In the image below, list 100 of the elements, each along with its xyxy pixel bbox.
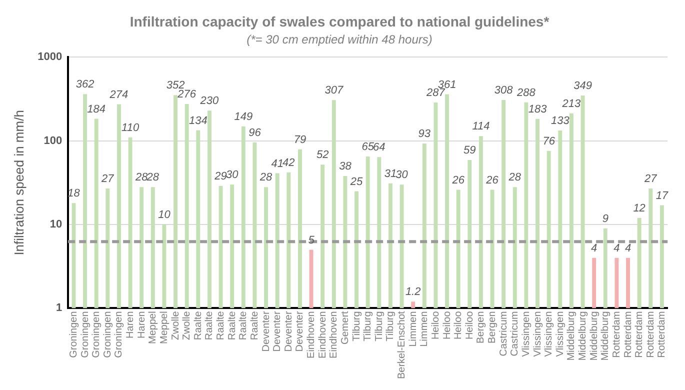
- chart-title: Infiltration capacity of swales compared to national guidelines*: [130, 13, 550, 30]
- data-label: 41: [271, 158, 284, 170]
- x-tick-label: Bergen: [487, 311, 498, 344]
- data-label: 28: [508, 172, 522, 184]
- y-axis-title: Infiltration speed in mm/h: [11, 110, 26, 256]
- x-tick-label: Tilburg: [385, 311, 396, 342]
- x-tick-label: Groningen: [114, 311, 125, 358]
- data-label: 184: [87, 103, 106, 116]
- x-tick-label: Raalte: [216, 310, 227, 340]
- data-label: 59: [464, 144, 476, 157]
- x-tick-label: Zwolle: [170, 310, 182, 340]
- data-label: 183: [528, 103, 548, 116]
- x-tick-label: Meppel: [148, 311, 159, 344]
- x-tick-label: Heiloo: [442, 310, 453, 340]
- chart-subtitle: (*= 30 cm emptied within 48 hours): [246, 32, 432, 46]
- data-label: 133: [550, 115, 570, 128]
- data-label: 17: [656, 190, 669, 202]
- data-label: 29: [214, 170, 227, 182]
- x-tick-label: Bergen: [476, 311, 487, 344]
- data-label: 230: [199, 95, 220, 108]
- data-label: 308: [494, 84, 514, 97]
- x-tick-label: Raalte: [204, 310, 216, 340]
- data-label: 65: [362, 141, 375, 154]
- x-tick-label: Zwolle: [182, 310, 193, 340]
- data-label: 28: [258, 172, 274, 184]
- x-tick-label: Heiloo: [430, 310, 442, 340]
- x-tick-label: Groningen: [102, 311, 114, 358]
- y-tick-label: 10: [50, 218, 62, 231]
- x-tick-label: Deventer: [260, 310, 272, 352]
- x-tick-label: Haren: [125, 311, 136, 338]
- x-tick-label: Groningen: [91, 311, 102, 358]
- data-label: 349: [574, 80, 592, 92]
- data-label: 114: [472, 120, 490, 133]
- x-tick-label: Raalte: [192, 310, 204, 340]
- x-tick-label: Vlissingen: [532, 311, 544, 357]
- x-tick-label: Rotterdam: [656, 311, 668, 358]
- data-label: 93: [418, 128, 432, 140]
- data-label: 274: [108, 88, 128, 101]
- data-label: 31: [384, 168, 397, 180]
- x-tick-label: Castricum: [498, 311, 510, 356]
- x-tick-label: Raalte: [226, 310, 238, 340]
- data-label: 27: [644, 173, 658, 185]
- data-label: 30: [396, 169, 409, 182]
- x-tick-label: Vlissingen: [520, 311, 532, 357]
- x-tick-label: Raalte: [249, 310, 260, 340]
- data-label: 288: [516, 86, 536, 99]
- data-label: 96: [248, 126, 262, 139]
- data-label: 25: [349, 176, 364, 188]
- data-label: 362: [76, 78, 94, 91]
- x-tick-label: Limmen: [408, 311, 419, 347]
- x-tick-label: Middelburg: [588, 311, 600, 361]
- y-tick-label: 1000: [38, 51, 62, 64]
- x-tick-label: Haren: [136, 311, 148, 338]
- data-label: 1.2: [405, 286, 421, 298]
- x-tick-label: Middelburg: [578, 311, 589, 361]
- x-tick-label: Limmen: [419, 311, 430, 347]
- x-tick-label: Vlissingen: [554, 311, 566, 357]
- x-tick-label: Tilburg: [374, 311, 385, 342]
- data-label: 79: [294, 134, 306, 146]
- data-label: 276: [176, 88, 197, 101]
- x-tick-label: Castricum: [510, 311, 521, 356]
- data-label: 4: [614, 242, 620, 254]
- data-label: 213: [561, 98, 582, 110]
- x-tick-label: Raalte: [238, 310, 250, 340]
- x-tick-label: Rotterdam: [645, 311, 656, 358]
- x-tick-label: Rotterdam: [634, 311, 646, 358]
- data-label: 30: [226, 169, 240, 182]
- x-tick-label: Rotterdam: [611, 311, 622, 358]
- x-tick-label: Tilburg: [351, 311, 362, 342]
- x-tick-label: Berkel-Enschot: [396, 310, 408, 380]
- x-tick-label: Tilburg: [362, 311, 374, 342]
- data-label: 42: [282, 156, 295, 169]
- data-label: 287: [426, 87, 446, 100]
- data-label: 307: [324, 84, 344, 97]
- data-label: 12: [633, 202, 646, 214]
- data-label: 76: [542, 135, 556, 148]
- x-tick-label: Groningen: [68, 311, 80, 358]
- x-tick-label: Eindhoven: [328, 311, 340, 358]
- x-tick-label: Meppel: [158, 311, 170, 344]
- data-label: 52: [316, 149, 329, 162]
- data-label: 26: [485, 174, 500, 186]
- data-label: 4: [624, 242, 632, 254]
- x-tick-label: Eindhoven: [306, 311, 318, 358]
- x-tick-label: Vlissingen: [544, 311, 555, 357]
- data-label: 26: [451, 174, 466, 186]
- data-label: 110: [122, 122, 140, 134]
- x-tick-label: Middelburg: [600, 311, 612, 361]
- y-tick-label: 100: [44, 134, 62, 147]
- x-tick-label: Groningen: [80, 311, 91, 358]
- data-label: 4: [591, 242, 598, 254]
- data-label: 134: [188, 114, 208, 127]
- data-label: 27: [100, 173, 115, 185]
- data-label: 38: [339, 160, 352, 173]
- data-label: 64: [373, 142, 386, 154]
- x-tick-label: Eindhoven: [317, 311, 328, 358]
- x-tick-label: Deventer: [272, 310, 284, 352]
- data-label: 149: [234, 110, 253, 123]
- data-label: 9: [602, 212, 608, 225]
- y-tick-label: 1: [56, 302, 62, 314]
- x-tick-label: Rotterdam: [622, 311, 634, 358]
